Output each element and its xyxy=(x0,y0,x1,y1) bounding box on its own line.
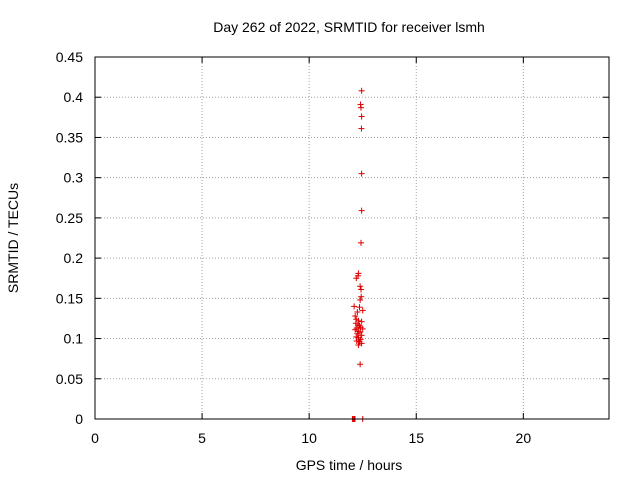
data-point xyxy=(357,104,364,111)
y-tick-label: 0 xyxy=(75,411,83,427)
data-point xyxy=(358,207,365,214)
data-point xyxy=(359,325,366,332)
y-tick-label: 0.4 xyxy=(64,89,84,105)
y-tick-label: 0.3 xyxy=(64,170,84,186)
data-point xyxy=(355,341,362,348)
axis-ticks: 0 5 10 15 20 0 0.05 0.1 0.15 0.2 0.25 0.3 0.35 0.4 0.4… xyxy=(56,49,609,446)
x-tick-label: 20 xyxy=(516,430,532,446)
grid-lines xyxy=(95,57,609,419)
data-point xyxy=(353,337,360,344)
data-point xyxy=(357,361,364,368)
chart-title: Day 262 of 2022, SRMTID for receiver lsm… xyxy=(213,19,485,35)
data-point xyxy=(358,318,365,325)
data-point xyxy=(357,283,364,290)
data-point xyxy=(358,125,365,132)
y-tick-label: 0.25 xyxy=(56,210,83,226)
data-point xyxy=(353,275,360,282)
data-point xyxy=(358,170,365,177)
data-point xyxy=(357,296,364,303)
y-tick-label: 0.35 xyxy=(56,129,83,145)
data-point xyxy=(359,307,366,314)
data-point xyxy=(356,304,363,311)
x-tick-label: 10 xyxy=(301,430,317,446)
data-point xyxy=(352,313,359,320)
data-point xyxy=(352,326,359,333)
data-point xyxy=(358,113,365,120)
x-tick-label: 15 xyxy=(408,430,424,446)
data-point xyxy=(358,340,365,347)
y-tick-label: 0.05 xyxy=(56,371,83,387)
data-point xyxy=(358,87,365,94)
data-point xyxy=(357,286,364,293)
y-tick-label: 0.15 xyxy=(56,290,83,306)
plot-frame xyxy=(94,56,610,420)
data-point xyxy=(351,303,358,310)
data-point xyxy=(354,309,361,316)
data-point xyxy=(354,330,361,337)
data-point xyxy=(357,239,364,246)
data-points xyxy=(349,87,366,422)
y-tick-label: 0.45 xyxy=(56,49,83,65)
data-point xyxy=(358,293,365,300)
y-axis-label: SRMTID / TECUs xyxy=(5,183,21,293)
y-tick-label: 0.2 xyxy=(64,250,84,266)
x-tick-label: 0 xyxy=(91,430,99,446)
data-point xyxy=(358,332,365,339)
y-tick-label: 0.1 xyxy=(64,331,84,347)
x-tick-label: 5 xyxy=(198,430,206,446)
x-axis-label: GPS time / hours xyxy=(296,457,403,473)
